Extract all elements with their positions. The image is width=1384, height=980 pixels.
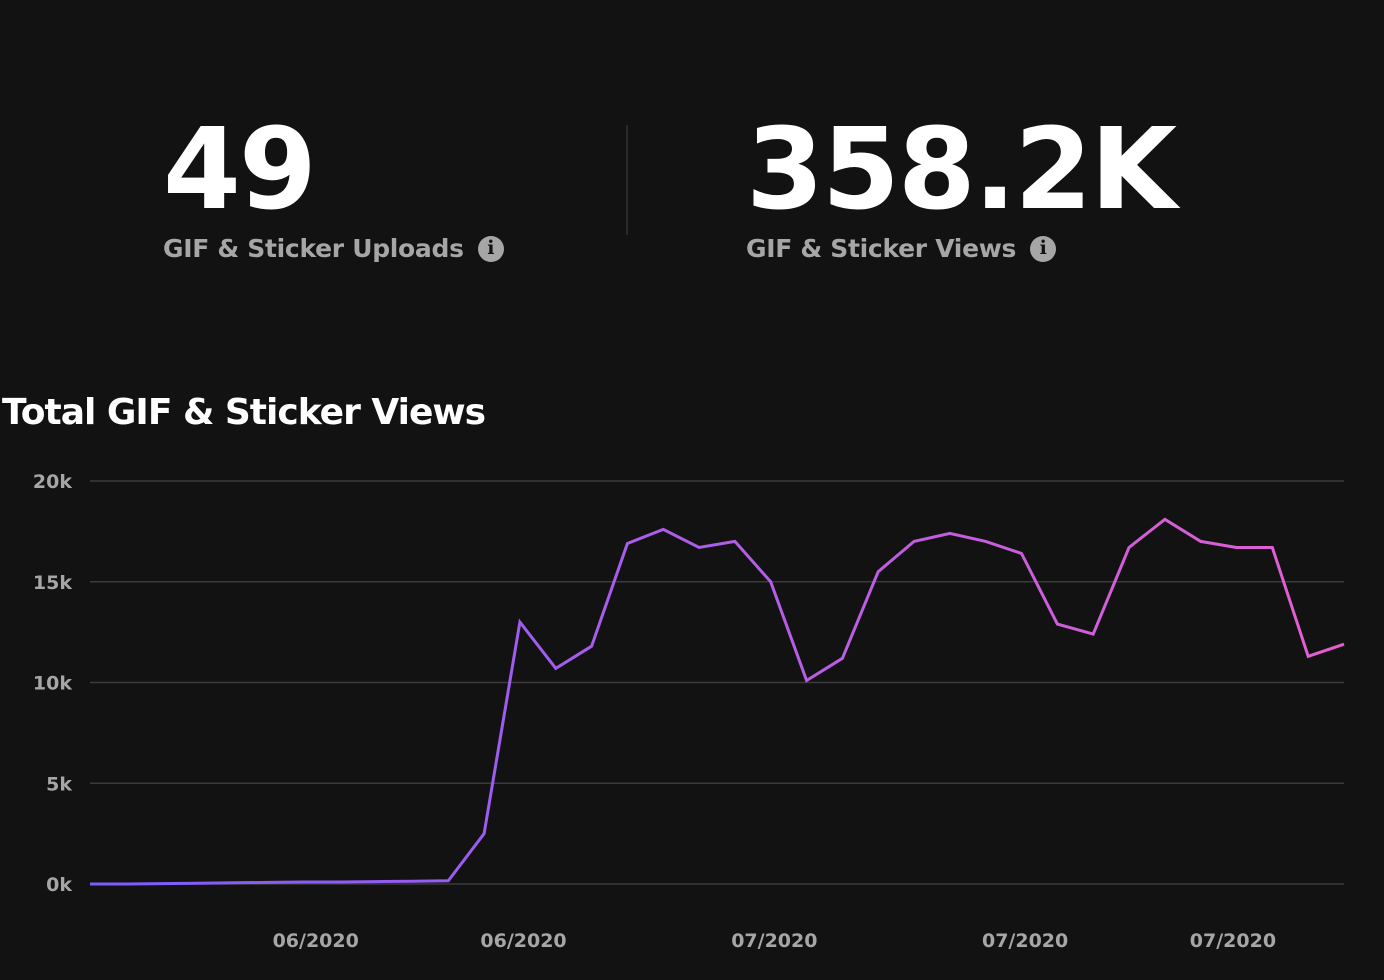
stat-divider — [626, 125, 628, 235]
y-tick-label: 0k — [46, 874, 72, 896]
uploads-value: 49 — [163, 105, 317, 235]
y-tick-label: 10k — [33, 673, 72, 695]
x-tick-label: 07/2020 — [982, 930, 1068, 952]
views-line-chart: 20k 15k 10k 5k 0k 06/2020 06/2020 07/2020 07/20… — [33, 471, 1345, 952]
uploads-label-row: GIF & Sticker Uploads i — [163, 234, 504, 263]
stats-panel: 49 GIF & Sticker Uploads i 358.2K GIF & … — [0, 110, 1384, 280]
y-tick-label: 20k — [33, 471, 72, 493]
x-tick-label: 06/2020 — [480, 930, 566, 952]
views-label-row: GIF & Sticker Views i — [746, 234, 1175, 263]
views-label: GIF & Sticker Views — [746, 234, 1017, 263]
views-stat: 358.2K GIF & Sticker Views i — [746, 105, 1177, 263]
y-tick-label: 5k — [46, 773, 72, 795]
info-icon[interactable]: i — [477, 235, 504, 262]
uploads-stat: 49 GIF & Sticker Uploads i — [163, 110, 504, 263]
series-line — [90, 517, 1345, 886]
x-tick-label: 07/2020 — [731, 930, 817, 952]
chart-title: Total GIF & Sticker Views — [2, 392, 486, 433]
x-tick-label: 06/2020 — [273, 930, 359, 952]
views-value: 358.2K — [746, 105, 1177, 235]
uploads-label: GIF & Sticker Uploads — [163, 234, 464, 263]
y-tick-label: 15k — [33, 572, 72, 594]
info-icon[interactable]: i — [1030, 235, 1057, 262]
x-tick-label: 07/2020 — [1190, 930, 1276, 952]
